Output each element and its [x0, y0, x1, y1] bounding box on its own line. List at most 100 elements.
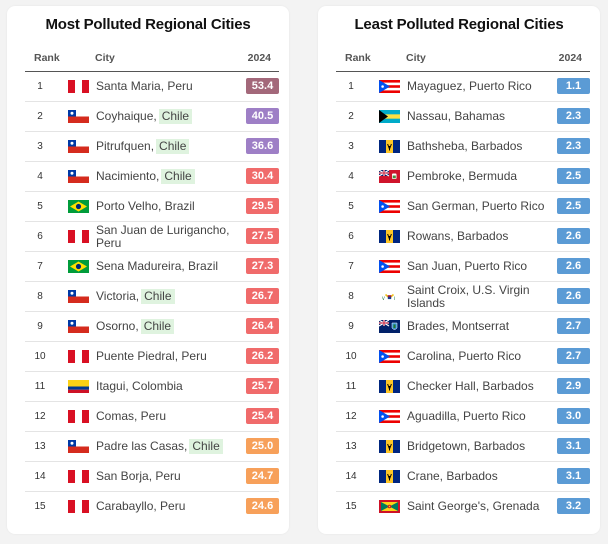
rank-cell: 6: [348, 231, 354, 242]
most-polluted-table: 1 Santa Maria, Peru 53.4 2 Coyhaique, Chile 40…: [25, 72, 279, 521]
table-row: 13 Bridgetown, Barbados 3.1: [336, 432, 590, 462]
brazil-flag-icon: [68, 200, 89, 213]
city-cell: Bridgetown, Barbados: [407, 432, 547, 461]
city-cell: Carolina, Puerto Rico: [407, 342, 547, 371]
country-highlight: Chile: [156, 139, 190, 154]
rank-cell: 10: [345, 351, 357, 362]
aqi-value-badge: 26.2: [246, 348, 279, 364]
svg-text:I: I: [394, 296, 395, 301]
city-cell: Osorno, Chile: [96, 312, 236, 341]
city-name: Rowans, Barbados: [407, 229, 509, 243]
aqi-value-badge: 2.7: [557, 318, 590, 334]
peru-flag-icon: [68, 80, 89, 93]
city-cell: Pitrufquen, Chile: [96, 132, 236, 161]
city-header: City: [95, 52, 115, 64]
city-cell: San German, Puerto Rico: [407, 192, 547, 221]
aqi-value-badge: 25.4: [246, 408, 279, 424]
table-row: 12 Aguadilla, Puerto Rico 3.0: [336, 402, 590, 432]
aqi-value-badge: 2.5: [557, 168, 590, 184]
city-header: City: [406, 52, 426, 64]
rank-cell: 5: [348, 201, 354, 212]
city-name: Saint Croix, U.S. Virgin Islands: [407, 282, 530, 310]
table-row: 3 Pitrufquen, Chile 36.6: [25, 132, 279, 162]
aqi-value-badge: 27.3: [246, 258, 279, 274]
rank-cell: 1: [37, 81, 43, 92]
puerto-rico-flag-icon: [379, 200, 400, 213]
city-cell: San Borja, Peru: [96, 462, 236, 491]
city-name: Padre las Casas,: [96, 439, 188, 453]
city-cell: Pembroke, Bermuda: [407, 162, 547, 191]
city-name: Porto Velho, Brazil: [96, 199, 195, 213]
city-cell: Nacimiento, Chile: [96, 162, 236, 191]
city-cell: Bathsheba, Barbados: [407, 132, 547, 161]
header-divider: [336, 71, 590, 72]
montserrat-flag-icon: [379, 320, 400, 333]
city-name: Aguadilla, Puerto Rico: [407, 409, 526, 423]
table-row: 5 San German, Puerto Rico 2.5: [336, 192, 590, 222]
city-cell: San Juan, Puerto Rico: [407, 252, 547, 281]
barbados-flag-icon: [379, 470, 400, 483]
table-header: Rank City 2024: [25, 52, 279, 68]
rank-cell: 8: [348, 291, 354, 302]
rank-cell: 1: [348, 81, 354, 92]
aqi-value-badge: 2.3: [557, 108, 590, 124]
aqi-value-badge: 27.5: [246, 228, 279, 244]
city-name: Crane, Barbados: [407, 469, 498, 483]
city-cell: Comas, Peru: [96, 402, 236, 431]
city-cell: Puente Piedral, Peru: [96, 342, 236, 371]
rank-cell: 5: [37, 201, 43, 212]
country-highlight: Chile: [189, 439, 223, 454]
city-cell: Sena Madureira, Brazil: [96, 252, 236, 281]
year-header: 2024: [558, 52, 582, 64]
least-polluted-card: Least Polluted Regional Cities Rank City…: [318, 6, 600, 534]
city-name: Saint George's, Grenada: [407, 499, 540, 513]
aqi-value-badge: 3.1: [557, 468, 590, 484]
city-cell: Padre las Casas, Chile: [96, 432, 236, 461]
rank-cell: 15: [345, 501, 357, 512]
most-polluted-card: Most Polluted Regional Cities Rank City …: [7, 6, 289, 534]
card-title: Most Polluted Regional Cities: [45, 16, 251, 33]
city-name: Checker Hall, Barbados: [407, 379, 534, 393]
svg-text:V: V: [382, 296, 385, 301]
aqi-value-badge: 1.1: [557, 78, 590, 94]
aqi-value-badge: 2.5: [557, 198, 590, 214]
barbados-flag-icon: [379, 380, 400, 393]
bahamas-flag-icon: [379, 110, 400, 123]
aqi-value-badge: 24.6: [246, 498, 279, 514]
city-cell: Rowans, Barbados: [407, 222, 547, 251]
table-row: 8 V I Saint Croix, U.S. Virgin Islands 2.6: [336, 282, 590, 312]
table-row: 9 Brades, Montserrat 2.7: [336, 312, 590, 342]
country-highlight: Chile: [141, 289, 175, 304]
chile-flag-icon: [68, 170, 89, 183]
city-name: Victoria,: [96, 289, 140, 303]
rank-cell: 9: [348, 321, 354, 332]
rank-cell: 15: [34, 501, 46, 512]
city-cell: Saint Croix, U.S. Virgin Islands: [407, 282, 547, 311]
rank-cell: 12: [34, 411, 46, 422]
table-row: 2 Coyhaique, Chile 40.5: [25, 102, 279, 132]
rank-header: Rank: [34, 52, 60, 64]
city-cell: Santa Maria, Peru: [96, 72, 236, 101]
city-name: Sena Madureira, Brazil: [96, 259, 219, 273]
city-cell: Victoria, Chile: [96, 282, 236, 311]
city-name: Puente Piedral, Peru: [96, 349, 207, 363]
aqi-value-badge: 29.5: [246, 198, 279, 214]
city-name: Santa Maria, Peru: [96, 79, 193, 93]
table-row: 3 Bathsheba, Barbados 2.3: [336, 132, 590, 162]
city-cell: Carabayllo, Peru: [96, 492, 236, 521]
table-row: 6 Rowans, Barbados 2.6: [336, 222, 590, 252]
peru-flag-icon: [68, 500, 89, 513]
rank-cell: 4: [37, 171, 43, 182]
table-row: 9 Osorno, Chile 26.4: [25, 312, 279, 342]
table-row: 1 Mayaguez, Puerto Rico 1.1: [336, 72, 590, 102]
rank-cell: 11: [34, 381, 46, 392]
barbados-flag-icon: [379, 140, 400, 153]
rank-cell: 7: [348, 261, 354, 272]
rank-cell: 11: [345, 381, 357, 392]
table-row: 12 Comas, Peru 25.4: [25, 402, 279, 432]
city-name: Brades, Montserrat: [407, 319, 510, 333]
city-cell: Checker Hall, Barbados: [407, 372, 547, 401]
chile-flag-icon: [68, 320, 89, 333]
bermuda-flag-icon: [379, 170, 400, 183]
rank-cell: 12: [345, 411, 357, 422]
